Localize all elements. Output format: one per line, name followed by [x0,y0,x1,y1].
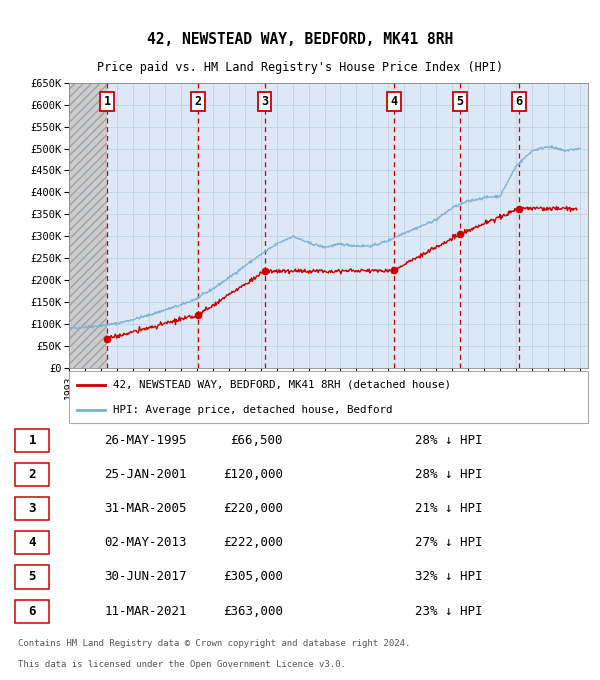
Text: 02-MAY-2013: 02-MAY-2013 [104,537,187,549]
Text: Contains HM Land Registry data © Crown copyright and database right 2024.: Contains HM Land Registry data © Crown c… [18,639,410,649]
Text: 1: 1 [28,434,36,447]
FancyBboxPatch shape [16,463,49,486]
Text: 25-JAN-2001: 25-JAN-2001 [104,468,187,481]
FancyBboxPatch shape [69,371,588,423]
Text: Price paid vs. HM Land Registry's House Price Index (HPI): Price paid vs. HM Land Registry's House … [97,61,503,74]
Text: 42, NEWSTEAD WAY, BEDFORD, MK41 8RH (detached house): 42, NEWSTEAD WAY, BEDFORD, MK41 8RH (det… [113,379,451,390]
Text: £66,500: £66,500 [230,434,283,447]
Text: 2: 2 [28,468,36,481]
Text: 28% ↓ HPI: 28% ↓ HPI [415,434,482,447]
Text: 23% ↓ HPI: 23% ↓ HPI [415,605,482,617]
Bar [69,83,107,368]
Text: £120,000: £120,000 [223,468,283,481]
Text: £220,000: £220,000 [223,502,283,515]
Text: 5: 5 [457,95,464,108]
Text: 27% ↓ HPI: 27% ↓ HPI [415,537,482,549]
Text: 1: 1 [104,95,111,108]
Text: 31-MAR-2005: 31-MAR-2005 [104,502,187,515]
Text: 11-MAR-2021: 11-MAR-2021 [104,605,187,617]
Text: HPI: Average price, detached house, Bedford: HPI: Average price, detached house, Bedf… [113,405,392,415]
FancyBboxPatch shape [16,600,49,623]
FancyBboxPatch shape [16,428,49,452]
FancyBboxPatch shape [16,565,49,589]
Text: 21% ↓ HPI: 21% ↓ HPI [415,502,482,515]
Text: 4: 4 [390,95,397,108]
Text: 26-MAY-1995: 26-MAY-1995 [104,434,187,447]
Text: £305,000: £305,000 [223,571,283,583]
Text: 4: 4 [28,537,36,549]
Text: £363,000: £363,000 [223,605,283,617]
FancyBboxPatch shape [16,497,49,520]
Text: 5: 5 [28,571,36,583]
Text: 42, NEWSTEAD WAY, BEDFORD, MK41 8RH: 42, NEWSTEAD WAY, BEDFORD, MK41 8RH [147,33,453,48]
Text: 3: 3 [261,95,268,108]
Text: This data is licensed under the Open Government Licence v3.0.: This data is licensed under the Open Gov… [18,660,346,668]
Text: 28% ↓ HPI: 28% ↓ HPI [415,468,482,481]
Text: 6: 6 [515,95,523,108]
Text: 6: 6 [28,605,36,617]
FancyBboxPatch shape [16,531,49,554]
Text: 2: 2 [194,95,202,108]
Text: £222,000: £222,000 [223,537,283,549]
Text: 32% ↓ HPI: 32% ↓ HPI [415,571,482,583]
Text: 30-JUN-2017: 30-JUN-2017 [104,571,187,583]
Text: 3: 3 [28,502,36,515]
